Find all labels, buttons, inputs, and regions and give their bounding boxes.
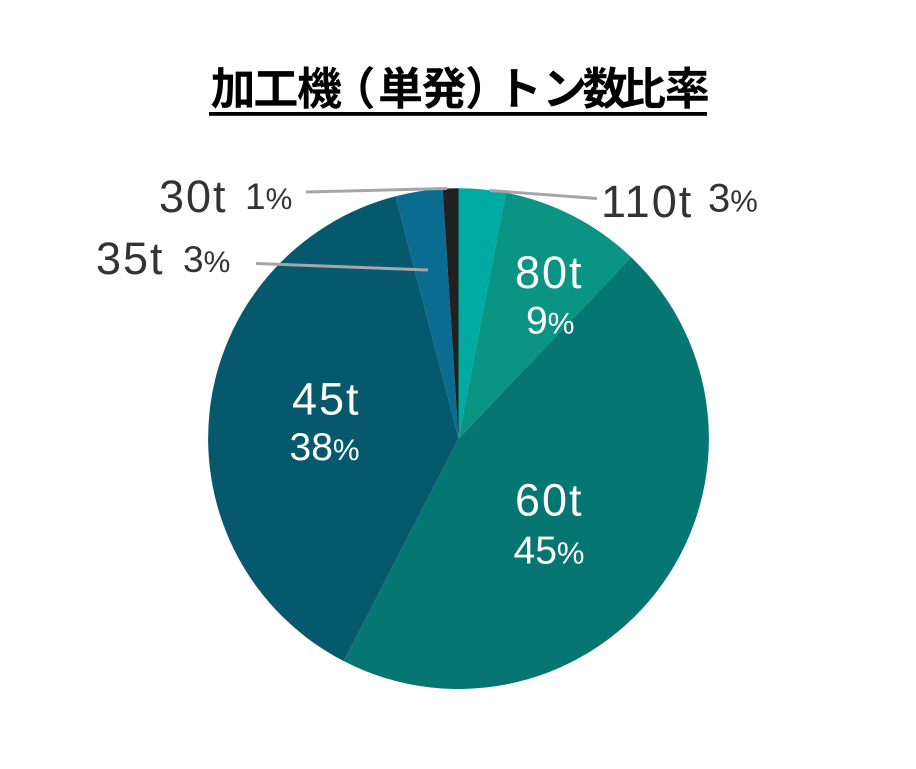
svg-text:60t: 60t bbox=[515, 475, 584, 526]
svg-text:38%: 38% bbox=[290, 426, 360, 469]
svg-text:30t: 30t bbox=[159, 171, 228, 222]
svg-text:9%: 9% bbox=[526, 300, 574, 343]
svg-text:35t: 35t bbox=[96, 233, 165, 284]
svg-text:45t: 45t bbox=[292, 374, 361, 425]
svg-text:3%: 3% bbox=[708, 177, 758, 221]
svg-text:45%: 45% bbox=[514, 530, 585, 573]
svg-text:110t: 110t bbox=[601, 176, 693, 227]
svg-text:1%: 1% bbox=[245, 176, 292, 217]
svg-text:3%: 3% bbox=[183, 239, 230, 280]
svg-text:80t: 80t bbox=[515, 247, 584, 298]
